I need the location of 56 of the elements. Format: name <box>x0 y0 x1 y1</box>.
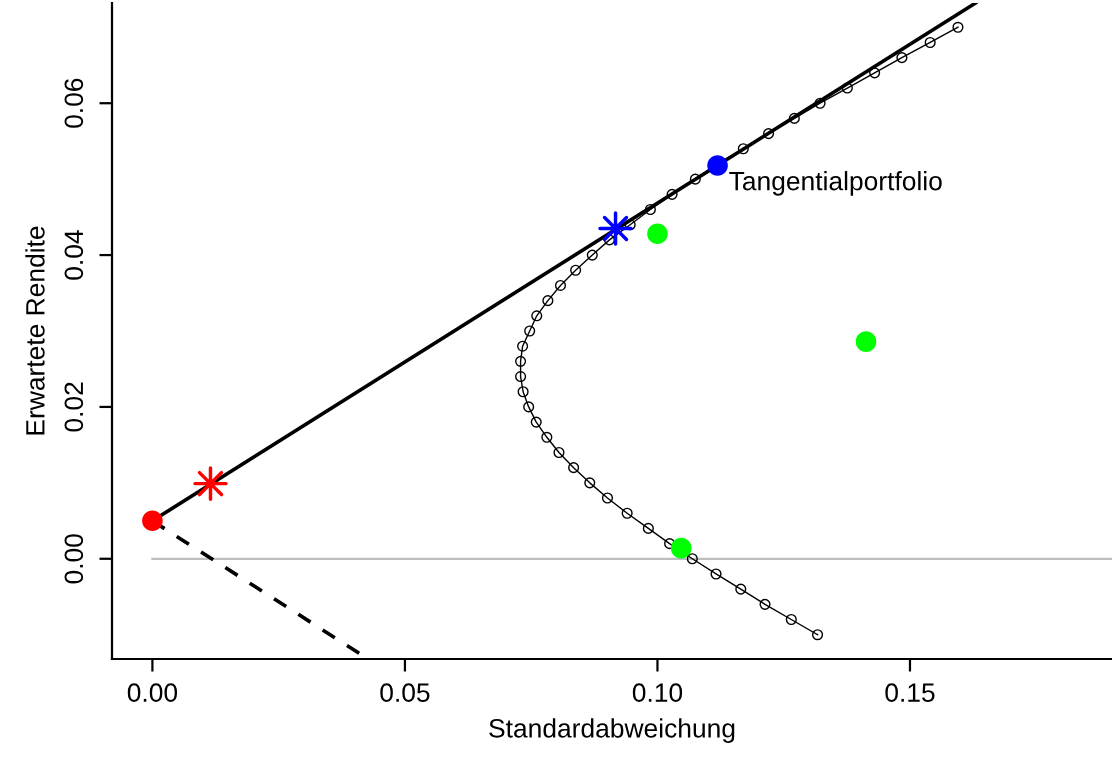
point <box>586 249 598 261</box>
point <box>598 211 633 246</box>
point <box>707 155 728 176</box>
point <box>814 97 826 109</box>
point <box>686 553 698 565</box>
point <box>142 510 163 532</box>
point <box>841 82 853 94</box>
point <box>517 340 529 352</box>
point <box>531 310 543 322</box>
point <box>515 370 527 383</box>
point <box>785 613 797 626</box>
point <box>647 223 668 245</box>
y-tick-label: 0.02 <box>64 382 84 432</box>
point <box>869 67 881 79</box>
point <box>952 21 964 33</box>
point <box>763 128 775 140</box>
point <box>515 355 527 367</box>
y-tick-label: 0.06 <box>64 78 84 128</box>
point <box>924 36 936 49</box>
point <box>737 143 749 155</box>
point <box>193 466 228 501</box>
point <box>855 331 877 352</box>
point <box>896 52 908 64</box>
point <box>664 538 676 550</box>
point <box>788 112 800 124</box>
point <box>666 188 678 200</box>
y-axis-title: Erwartete Rendite <box>25 226 45 435</box>
y-tick-label: 0.00 <box>64 534 84 584</box>
point <box>759 598 771 610</box>
point <box>644 203 656 216</box>
point <box>670 537 692 559</box>
x-tick-label: 0.15 <box>885 683 935 702</box>
point <box>568 462 580 474</box>
point <box>584 477 596 489</box>
annotation: Tangentialportfolio <box>729 171 942 196</box>
x-tick-label: 0.00 <box>127 683 178 702</box>
x-axis-title: Standardabweichung <box>489 718 735 743</box>
point <box>601 492 614 504</box>
x-tick-label: 0.05 <box>380 683 430 702</box>
point <box>542 295 554 307</box>
x-tick-label: 0.10 <box>632 683 683 702</box>
point <box>642 522 654 534</box>
point <box>541 431 553 443</box>
point <box>523 401 535 413</box>
point <box>811 629 824 641</box>
point <box>710 568 722 580</box>
point <box>735 583 747 595</box>
point <box>524 325 536 337</box>
point <box>553 446 565 459</box>
point <box>570 264 582 276</box>
y-tick-label: 0.04 <box>64 230 84 280</box>
point <box>517 386 529 398</box>
point <box>554 279 567 292</box>
point <box>689 173 701 185</box>
point <box>530 416 542 428</box>
point <box>621 507 633 519</box>
